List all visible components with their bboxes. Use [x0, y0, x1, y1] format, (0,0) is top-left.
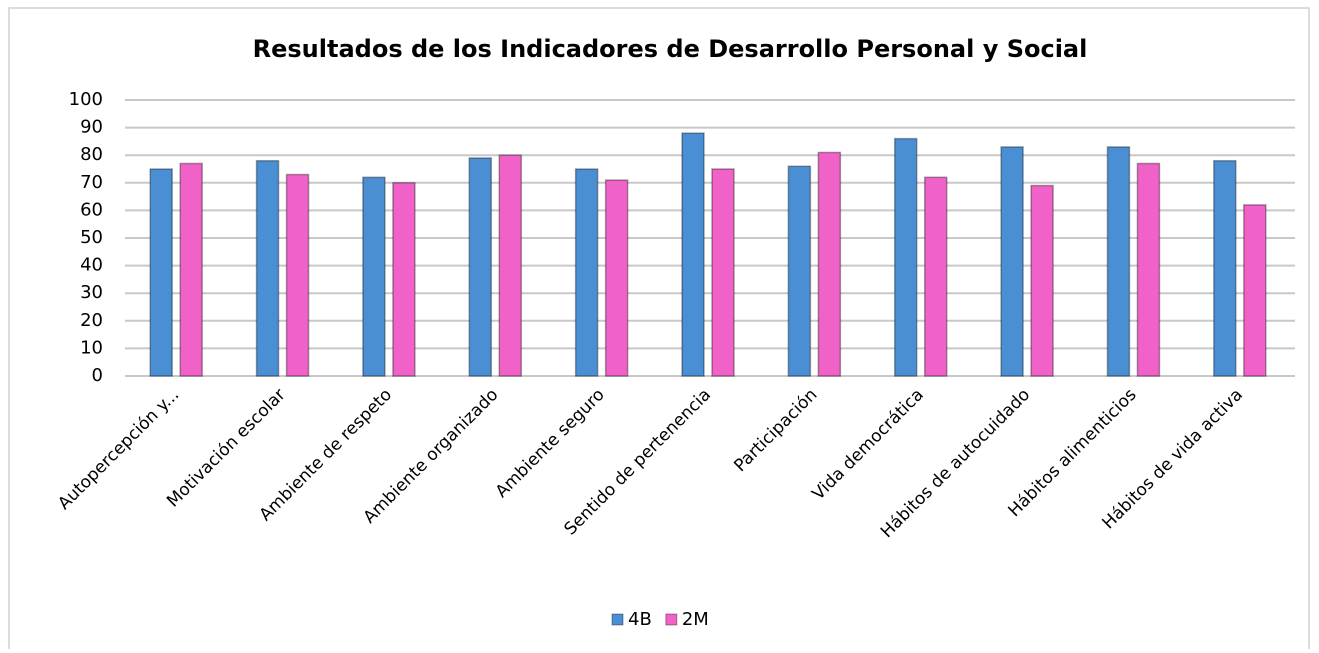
y-tick-label: 10 — [80, 337, 103, 358]
bar — [893, 137, 918, 377]
y-tick-label: 30 — [80, 282, 103, 303]
chart-title: Resultados de los Indicadores de Desarro… — [253, 35, 1088, 63]
bar — [1243, 204, 1267, 377]
bar — [285, 173, 310, 377]
bar — [468, 157, 493, 377]
bar — [711, 168, 735, 377]
legend-swatch — [665, 613, 678, 626]
bar — [1000, 146, 1024, 377]
y-tick-label: 90 — [80, 117, 103, 138]
y-tick-label: 70 — [80, 172, 103, 193]
legend-label: 2M — [682, 609, 709, 630]
bar — [362, 176, 386, 377]
y-tick-label: 20 — [80, 310, 103, 331]
y-tick-label: 40 — [80, 255, 103, 276]
y-tick-label: 50 — [80, 227, 103, 248]
legend-swatch — [611, 613, 624, 626]
y-tick-label: 80 — [80, 144, 103, 165]
bar — [1030, 184, 1054, 377]
bar — [1136, 162, 1161, 377]
bar — [574, 168, 599, 377]
bar — [498, 154, 523, 377]
bar — [1106, 146, 1131, 377]
y-tick-label: 60 — [80, 199, 103, 220]
bar — [787, 165, 812, 377]
bar — [1213, 159, 1237, 377]
bar — [817, 151, 842, 377]
bar — [149, 168, 173, 377]
legend-label: 4B — [628, 609, 652, 630]
y-tick-label: 100 — [69, 89, 103, 110]
y-tick-label: 0 — [92, 365, 103, 386]
bar — [179, 162, 203, 377]
bar — [681, 132, 705, 377]
bar — [923, 176, 948, 377]
bar — [392, 182, 416, 377]
chart-frame — [8, 7, 1310, 653]
bar — [604, 179, 629, 377]
bar — [255, 159, 280, 377]
